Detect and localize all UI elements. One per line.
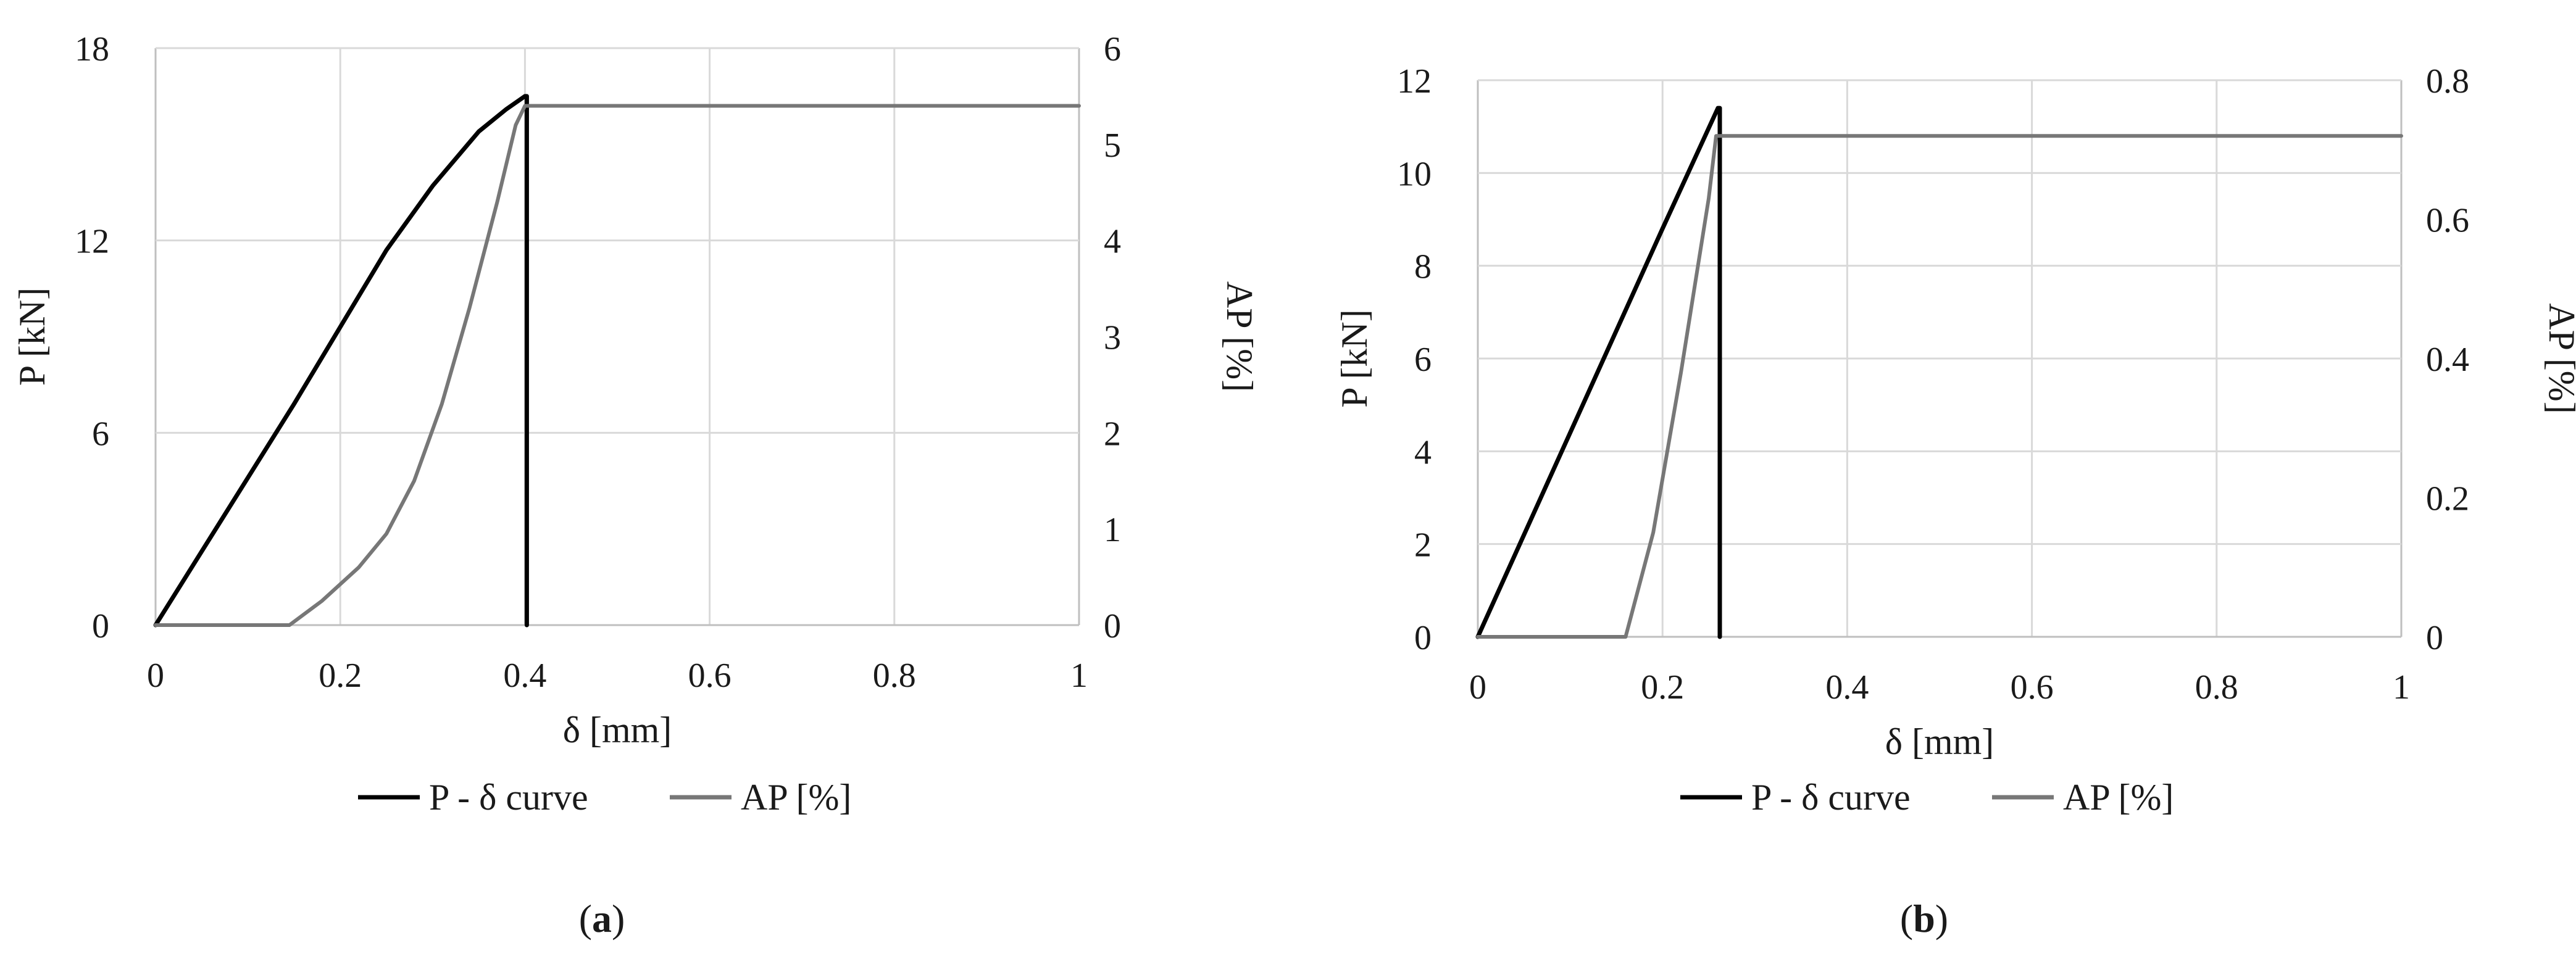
series-line-b-p-delta (1475, 106, 1722, 639)
y-tick-a-18: 18 (75, 30, 109, 68)
x-tick-b-0-6: 0.6 (2011, 668, 2054, 707)
x-axis-title-b: δ [mm] (1885, 721, 1995, 762)
y-tick-a-6: 6 (92, 415, 109, 453)
series-lines-b (1475, 106, 2403, 639)
y-tick-b-12: 12 (1397, 62, 1432, 101)
legend-label-ap-a: AP [%] (741, 777, 851, 818)
x-tick-b-0-4: 0.4 (1825, 668, 1869, 707)
y-axis-title-a: P [kN] (12, 288, 52, 386)
x-tick-a-0-6: 0.6 (688, 657, 732, 695)
y-tick-a-0: 0 (92, 607, 109, 645)
panel-label-close-a: ) (612, 897, 625, 940)
y2-tick-a-6: 6 (1104, 30, 1121, 68)
legend-a: P - δ curve AP [%] (358, 777, 851, 818)
x-tick-a-1: 1 (1070, 657, 1088, 695)
y2-axis-title-b: AP [%] (2541, 303, 2576, 413)
gridlines-b (1477, 79, 2403, 638)
y2-tick-b-0: 0 (2426, 619, 2443, 657)
x-axis-title-a: δ [mm] (563, 710, 672, 750)
y-tick-b-10: 10 (1397, 155, 1432, 193)
panel-label-letter-a: a (592, 897, 612, 940)
legend-label-p-delta-a: P - δ curve (429, 777, 588, 818)
x-tick-a-0-2: 0.2 (319, 657, 362, 695)
panel-label-close-b: ) (1935, 897, 1948, 940)
y2-tick-b-0-8: 0.8 (2426, 62, 2469, 101)
series-line-b-ap (1476, 134, 2403, 639)
y-tick-b-6: 6 (1414, 341, 1432, 379)
legend-label-ap-b: AP [%] (2063, 777, 2174, 818)
y2-tick-b-0-6: 0.6 (2426, 202, 2469, 240)
legend-b: P - δ curve AP [%] (1680, 777, 2174, 818)
y2-tick-a-2: 2 (1104, 415, 1121, 453)
y2-tick-b-0-4: 0.4 (2426, 341, 2469, 379)
panel-label-open-a: ( (579, 897, 592, 940)
x-tick-a-0-4: 0.4 (503, 657, 546, 695)
y-tick-b-8: 8 (1414, 248, 1432, 286)
x-tick-b-0: 0 (1469, 668, 1486, 707)
panel-label-letter-b: b (1913, 897, 1935, 940)
y2-axis-title-a: AP [%] (1219, 281, 1260, 392)
y-tick-b-0: 0 (1414, 619, 1432, 657)
y2-tick-a-1: 1 (1104, 511, 1121, 549)
y2-tick-a-4: 4 (1104, 223, 1121, 261)
series-line-a-p-delta (153, 94, 529, 628)
y2-tick-a-3: 3 (1104, 319, 1121, 357)
panel-label-a: (a) (579, 897, 625, 940)
series-line-a-ap (154, 104, 1081, 627)
x-tick-b-0-8: 0.8 (2195, 668, 2238, 707)
y2-tick-a-5: 5 (1104, 127, 1121, 165)
x-tick-a-0-8: 0.8 (873, 657, 916, 695)
legend-label-p-delta-b: P - δ curve (1751, 777, 1911, 818)
panel-label-open-b: ( (1900, 897, 1913, 940)
y-tick-b-2: 2 (1414, 526, 1432, 565)
panel-label-b: (b) (1900, 897, 1948, 940)
series-lines-a (153, 94, 1081, 628)
y-tick-a-12: 12 (75, 223, 109, 261)
x-tick-b-0-2: 0.2 (1641, 668, 1684, 707)
x-tick-a-0: 0 (147, 657, 164, 695)
y-tick-b-4: 4 (1414, 433, 1432, 471)
y2-tick-b-0-2: 0.2 (2426, 480, 2469, 518)
x-tick-b-1: 1 (2393, 668, 2410, 707)
y-axis-title-b: P [kN] (1334, 309, 1375, 407)
y2-tick-a-0: 0 (1104, 607, 1121, 645)
gridlines-a (154, 47, 1080, 626)
